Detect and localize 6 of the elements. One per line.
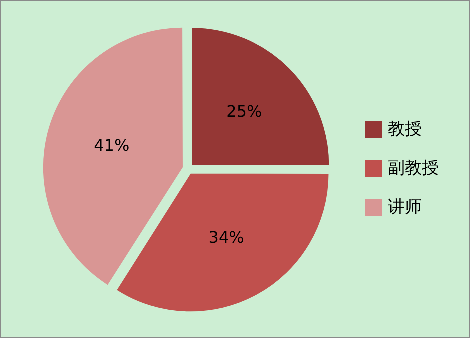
data-label: 34% — [208, 228, 244, 247]
legend-label: 教授 — [388, 119, 422, 140]
legend-label: 副教授 — [388, 158, 439, 178]
data-label: 41% — [94, 136, 130, 155]
data-label: 25% — [226, 102, 262, 121]
legend-label: 讲师 — [388, 197, 422, 218]
